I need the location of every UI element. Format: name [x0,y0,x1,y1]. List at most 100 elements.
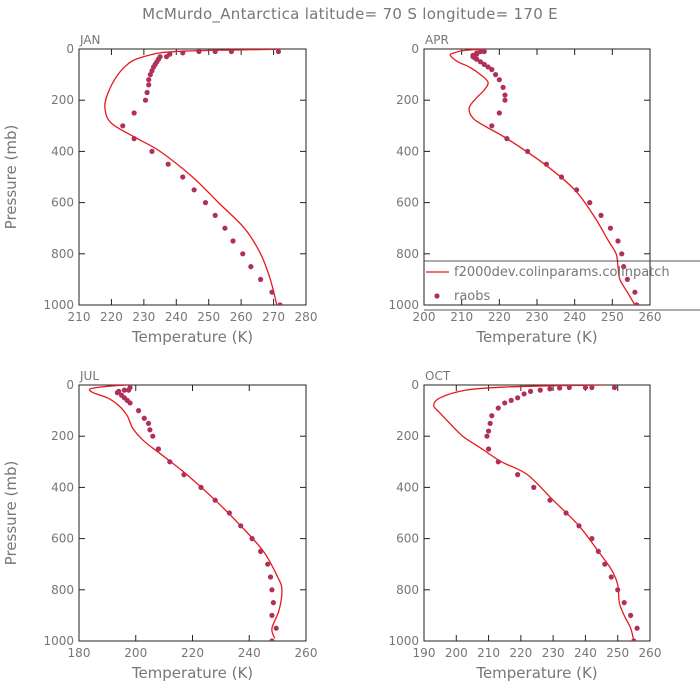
raobs-point [240,251,246,257]
raobs-point [589,385,595,391]
x-tick-label: 220 [509,646,532,660]
x-axis-label: Temperature (K) [475,328,597,346]
raobs-point [477,59,484,65]
raobs-point [547,386,553,392]
raobs-point [269,638,275,641]
panel-title: JUL [79,369,99,383]
raobs-point [180,50,186,56]
raobs-point [180,174,186,180]
raobs-point [147,72,153,78]
raobs-point [502,97,508,103]
raobs-point [146,77,152,83]
legend-obs-swatch [434,293,440,299]
plot-area [104,49,283,305]
raobs-point [163,54,170,60]
y-tick-label: 1000 [43,634,74,648]
raobs-point [558,174,565,180]
raobs-point [249,536,255,542]
x-tick-label: 220 [181,646,204,660]
y-axis-label: Pressure (mb) [2,125,20,230]
raobs-point [504,136,510,142]
panel-apr: 200 210 220 230 240 250 260 0 200 400 600 800 1000 AP… [388,33,661,346]
raobs-point [615,587,621,593]
y-tick-label: 600 [51,532,74,546]
raobs-point [275,49,282,55]
raobs-point [474,56,480,62]
raobs-point [212,212,218,218]
x-tick-label: 210 [68,310,91,324]
raobs-point [155,446,162,452]
y-tick-label: 200 [51,93,74,107]
plot-frame [423,384,651,642]
y-tick-label: 800 [396,583,419,597]
plot-frame [78,48,307,306]
y-tick-label: 800 [51,583,74,597]
x-axis-label: Temperature (K) [131,664,253,682]
x-tick-label: 240 [238,646,261,660]
raobs-point [487,420,493,426]
y-tick-label: 600 [396,532,419,546]
x-tick-label: 260 [639,646,662,660]
x-tick-label: 240 [165,310,188,324]
x-tick-label: 250 [606,646,629,660]
raobs-point [226,510,232,516]
raobs-point [167,459,173,465]
y-tick-label: 400 [51,480,74,494]
raobs-point [615,238,621,244]
x-tick-label: 240 [563,310,586,324]
raobs-point [602,561,608,567]
raobs-point [141,415,147,421]
raobs-point [126,387,132,393]
raobs-point [524,148,531,154]
model-profile-line [104,49,281,305]
raobs-point [198,484,204,490]
raobs-point [228,49,235,55]
raobs-point [238,523,244,529]
raobs-point [582,385,589,391]
raobs-point [502,400,508,406]
raobs-point [621,600,627,606]
raobs-point [481,61,487,67]
raobs-point [531,484,537,490]
raobs-point [181,472,187,478]
y-tick-label: 200 [396,93,419,107]
raobs-point [595,548,601,555]
y-tick-label: 200 [51,429,74,443]
x-tick-label: 210 [450,310,473,324]
raobs-point [484,433,490,439]
raobs-point [150,433,156,439]
raobs-point [589,536,595,542]
legend: f2000dev.colinparams.colinpatch raobs [424,260,700,311]
raobs-point [634,625,640,631]
raobs-point [607,225,614,231]
y-tick-label: 1000 [388,634,419,648]
raobs-point [563,510,569,516]
raobs-point [230,238,236,244]
x-tick-label: 210 [477,646,500,660]
raobs-point [273,625,279,631]
panel-title: JAN [79,33,101,47]
raobs-point [543,161,550,167]
model-profile-line [88,385,283,639]
raobs-point [598,212,604,218]
raobs-point [269,587,275,593]
raobs-point [502,92,508,98]
raobs-point [269,612,275,619]
raobs-point [267,574,274,580]
raobs-point [248,264,254,270]
y-tick-label: 800 [51,247,74,261]
plot-area [449,49,640,305]
raobs-point [631,638,637,641]
raobs-point [621,264,627,270]
raobs-point [481,49,487,55]
raobs-point [624,276,631,282]
raobs-point [628,612,634,619]
raobs-point [547,497,553,503]
raobs-point [611,385,618,391]
raobs-point [576,523,582,529]
raobs-point [258,276,264,282]
raobs-point [212,497,218,503]
raobs-point [135,408,142,414]
raobs-point [485,428,492,434]
